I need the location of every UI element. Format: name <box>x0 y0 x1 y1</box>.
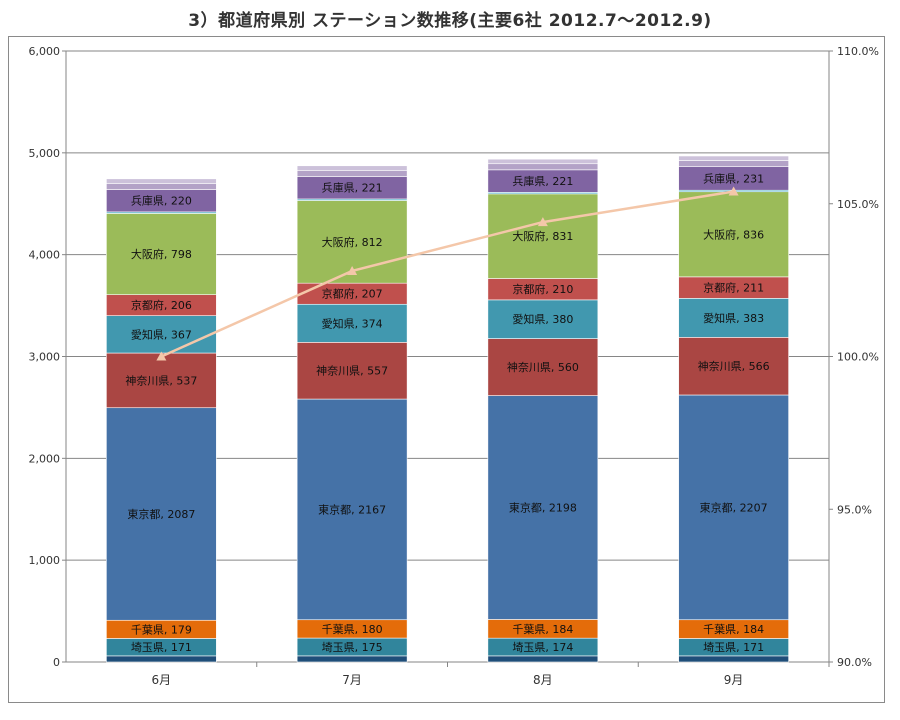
chart-title: 3）都道府県別 ステーション数推移(主要6社 2012.7〜2012.9) <box>188 11 712 31</box>
data-label: 兵庫県, 231 <box>703 171 764 185</box>
bar-segment <box>296 655 408 663</box>
bar-segment <box>678 655 789 663</box>
data-label: 神奈川県, 537 <box>125 373 197 387</box>
data-label: 兵庫県, 221 <box>322 181 383 195</box>
bar-segment <box>106 407 217 621</box>
y-tick-label: 2,000 <box>29 452 61 465</box>
data-label: 愛知県, 383 <box>703 311 764 325</box>
bar-segment <box>678 337 789 396</box>
y-tick-label: 3,000 <box>29 351 61 364</box>
y-tick-label: 4,000 <box>29 249 61 262</box>
y2-tick-label: 100.0% <box>837 351 879 364</box>
data-label: 京都府, 210 <box>512 282 573 296</box>
y-tick-label: 5,000 <box>29 147 61 160</box>
data-label: 埼玉県, 175 <box>322 640 383 654</box>
ratio-point <box>728 186 739 196</box>
data-label: 千葉県, 180 <box>322 622 383 636</box>
data-label: 東京都, 2087 <box>127 507 195 521</box>
data-label: 千葉県, 184 <box>703 622 764 636</box>
bar-segment <box>296 165 408 171</box>
bar-segment <box>106 183 217 190</box>
x-tick-label: 8月 <box>533 673 553 687</box>
ratio-line <box>160 190 734 358</box>
ratio-point <box>537 217 548 227</box>
y-tick-label: 0 <box>53 656 60 669</box>
data-label: 京都府, 206 <box>131 298 192 312</box>
data-label: 東京都, 2198 <box>509 501 577 515</box>
data-label: 大阪府, 812 <box>322 235 383 249</box>
data-label: 埼玉県, 171 <box>703 640 764 654</box>
x-tick-label: 6月 <box>152 673 172 687</box>
bar-segment <box>487 193 599 279</box>
bar-segment <box>487 299 599 339</box>
y-tick-label: 6,000 <box>29 45 61 58</box>
y2-tick-label: 105.0% <box>837 198 879 211</box>
bar-segment <box>487 163 599 171</box>
bar-segment <box>106 178 217 184</box>
bar-segment <box>106 315 217 354</box>
y-tick-label: 1,000 <box>29 554 61 567</box>
x-tick-label: 7月 <box>342 673 362 687</box>
data-label: 愛知県, 380 <box>512 312 573 326</box>
data-label: 兵庫県, 220 <box>131 194 192 208</box>
bar-segment <box>678 155 789 161</box>
data-label: 京都府, 207 <box>322 287 383 301</box>
data-label: 大阪府, 836 <box>703 227 764 241</box>
bar-segment <box>678 160 789 167</box>
data-label: 愛知県, 367 <box>131 327 192 341</box>
y2-tick-label: 90.0% <box>837 656 872 669</box>
bar-segment <box>296 342 408 400</box>
data-label: 大阪府, 831 <box>512 229 573 243</box>
data-label: 千葉県, 179 <box>131 622 192 636</box>
data-label: 愛知県, 374 <box>322 316 383 330</box>
bar-segment <box>678 191 789 278</box>
data-label: 神奈川県, 560 <box>507 360 579 374</box>
y2-tick-label: 95.0% <box>837 503 872 516</box>
bar-segment <box>296 170 408 177</box>
ratio-point <box>156 351 167 361</box>
bar-segment <box>487 158 599 165</box>
data-label: 兵庫県, 221 <box>512 174 573 188</box>
chart-frame <box>8 36 885 703</box>
data-label: 東京都, 2207 <box>700 500 768 514</box>
bar-segment <box>678 394 789 621</box>
data-label: 千葉県, 184 <box>512 622 573 636</box>
data-label: 大阪府, 798 <box>131 247 192 261</box>
y2-tick-label: 110.0% <box>837 45 879 58</box>
bar-segment <box>296 303 408 343</box>
data-label: 神奈川県, 566 <box>698 359 770 373</box>
data-label: 埼玉県, 171 <box>131 640 192 654</box>
data-label: 神奈川県, 557 <box>316 364 388 378</box>
data-label: 京都府, 211 <box>703 281 764 295</box>
bar-segment <box>296 398 408 621</box>
data-label: 埼玉県, 174 <box>512 640 573 654</box>
x-tick-label: 9月 <box>724 673 744 687</box>
bar-segment <box>487 655 599 663</box>
data-label: 東京都, 2167 <box>318 502 386 516</box>
ratio-point <box>347 265 358 275</box>
bar-segment <box>106 352 217 409</box>
bar-segment <box>106 213 217 295</box>
bar-segment <box>487 395 599 620</box>
bar-segment <box>678 298 789 338</box>
bar-segment <box>106 655 217 663</box>
